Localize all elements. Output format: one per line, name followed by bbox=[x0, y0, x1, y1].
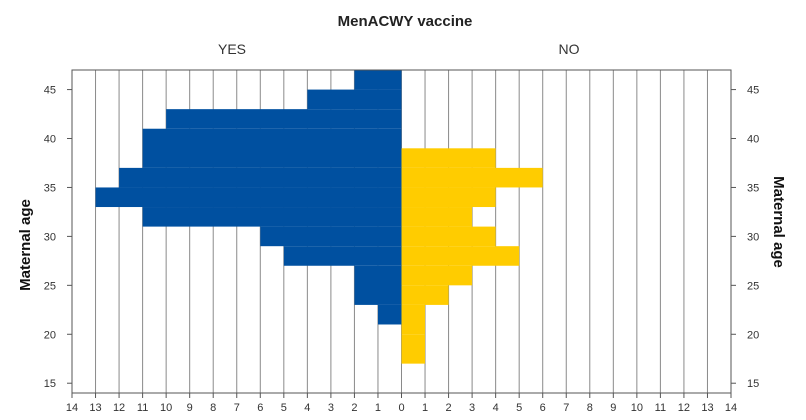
y-tick-label-left: 35 bbox=[44, 182, 56, 194]
x-tick-label: 4 bbox=[304, 402, 310, 414]
x-tick-label: 3 bbox=[469, 402, 475, 414]
y-tick-label-right: 20 bbox=[747, 329, 759, 341]
x-tick-label: 10 bbox=[631, 402, 643, 414]
bar-yes-age-41 bbox=[166, 109, 402, 129]
bar-no-age-35 bbox=[401, 167, 543, 188]
bar-yes-age-21 bbox=[377, 304, 402, 325]
x-tick-label: 4 bbox=[493, 402, 499, 414]
x-tick-label: 7 bbox=[234, 402, 240, 414]
x-tick-label: 9 bbox=[187, 402, 193, 414]
x-tick-label: 8 bbox=[210, 402, 216, 414]
bar-yes-age-27 bbox=[283, 246, 402, 266]
x-tick-label: 11 bbox=[137, 402, 148, 414]
x-tick-label: 14 bbox=[66, 402, 78, 414]
x-tick-label: 10 bbox=[160, 402, 172, 414]
y-tick-label-left: 25 bbox=[44, 280, 56, 292]
x-tick-label: 12 bbox=[678, 402, 690, 414]
bar-yes-age-31 bbox=[142, 207, 402, 227]
y-tick-label-right: 40 bbox=[747, 134, 759, 146]
y-tick-label-right: 25 bbox=[747, 280, 759, 292]
y-tick-label-right: 15 bbox=[747, 378, 759, 390]
x-tick-label: 6 bbox=[540, 402, 546, 414]
y-tick-label-right: 30 bbox=[747, 231, 759, 243]
x-tick-label: 7 bbox=[563, 402, 569, 414]
y-ticks-right: 15 20 25 30 35 40 45 bbox=[731, 85, 759, 390]
chart-title: MenACWY vaccine bbox=[338, 13, 473, 30]
x-tick-label: 5 bbox=[516, 402, 522, 414]
x-ticks: 14 13 12 11 10 9 8 7 6 5 4 3 2 1 0 1 2 3 4 5 6 7 8 9 10 11 12 13 14 bbox=[66, 393, 737, 414]
bar-yes-age-29 bbox=[260, 226, 402, 247]
x-tick-label: 0 bbox=[398, 402, 404, 414]
y-axis-label-right: Maternal age bbox=[770, 176, 787, 268]
no-side-label: NO bbox=[559, 41, 580, 57]
bar-no-age-33 bbox=[401, 187, 496, 208]
bar-yes-age-37 bbox=[142, 128, 402, 168]
bar-yes-age-35 bbox=[119, 167, 402, 188]
y-tick-label-right: 45 bbox=[747, 85, 759, 97]
bar-no-age-23 bbox=[401, 285, 449, 305]
bar-no-age-17 bbox=[401, 334, 426, 364]
x-tick-label: 1 bbox=[375, 402, 381, 414]
bars-group bbox=[95, 70, 543, 364]
bar-no-age-31 bbox=[401, 207, 473, 227]
y-tick-label-left: 45 bbox=[44, 85, 56, 97]
x-tick-label: 12 bbox=[113, 402, 125, 414]
y-tick-label-right: 35 bbox=[747, 182, 759, 194]
x-tick-label: 13 bbox=[701, 402, 713, 414]
x-tick-label: 2 bbox=[446, 402, 452, 414]
bar-no-age-29 bbox=[401, 226, 496, 247]
bar-yes-age-45 bbox=[354, 70, 402, 90]
bar-no-age-37 bbox=[401, 148, 496, 168]
y-tick-label-left: 40 bbox=[44, 134, 56, 146]
bar-yes-age-33 bbox=[95, 187, 402, 208]
y-axis-label-left: Maternal age bbox=[17, 199, 34, 291]
bar-no-age-20 bbox=[401, 304, 426, 335]
y-tick-label-left: 15 bbox=[44, 378, 56, 390]
x-tick-label: 13 bbox=[89, 402, 101, 414]
x-tick-label: 11 bbox=[655, 402, 666, 414]
x-tick-label: 14 bbox=[725, 402, 737, 414]
bar-yes-age-43 bbox=[307, 89, 402, 110]
bar-no-age-27 bbox=[401, 246, 520, 266]
x-tick-label: 5 bbox=[281, 402, 287, 414]
x-tick-label: 6 bbox=[257, 402, 263, 414]
y-ticks-left: 15 20 25 30 35 40 45 bbox=[44, 85, 72, 390]
y-tick-label-left: 30 bbox=[44, 231, 56, 243]
x-tick-label: 1 bbox=[422, 402, 428, 414]
bar-no-age-25 bbox=[401, 265, 473, 286]
x-tick-label: 3 bbox=[328, 402, 334, 414]
y-tick-label-left: 20 bbox=[44, 329, 56, 341]
yes-side-label: YES bbox=[218, 41, 246, 57]
x-tick-label: 2 bbox=[351, 402, 357, 414]
bar-yes-age-23 bbox=[354, 265, 402, 305]
x-tick-label: 9 bbox=[610, 402, 616, 414]
x-tick-label: 8 bbox=[587, 402, 593, 414]
